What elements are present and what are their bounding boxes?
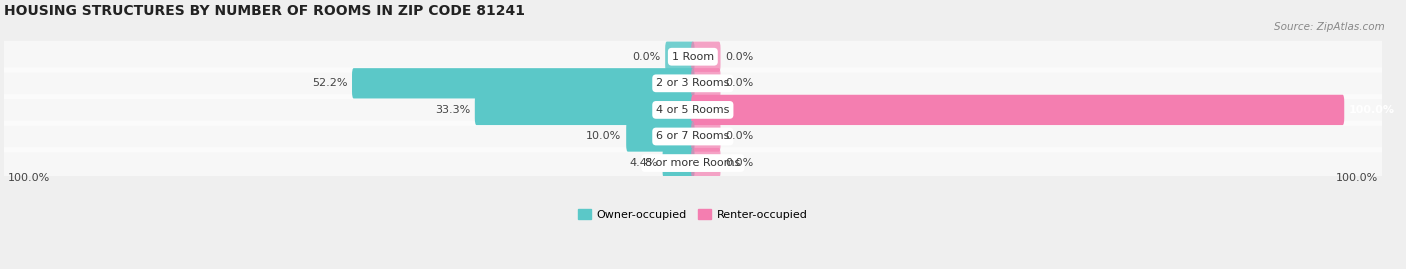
Text: 100.0%: 100.0% — [1336, 173, 1378, 183]
FancyBboxPatch shape — [626, 121, 695, 152]
Text: 0.0%: 0.0% — [633, 52, 661, 62]
FancyBboxPatch shape — [692, 95, 1344, 125]
FancyBboxPatch shape — [352, 68, 695, 98]
Text: 0.0%: 0.0% — [725, 132, 754, 141]
Text: 4 or 5 Rooms: 4 or 5 Rooms — [657, 105, 730, 115]
Text: 0.0%: 0.0% — [725, 52, 754, 62]
FancyBboxPatch shape — [3, 94, 1384, 126]
FancyBboxPatch shape — [692, 148, 720, 178]
Text: 0.0%: 0.0% — [725, 78, 754, 88]
FancyBboxPatch shape — [3, 121, 1384, 153]
Text: 4.4%: 4.4% — [630, 158, 658, 168]
Text: 1 Room: 1 Room — [672, 52, 714, 62]
Text: 6 or 7 Rooms: 6 or 7 Rooms — [657, 132, 730, 141]
Legend: Owner-occupied, Renter-occupied: Owner-occupied, Renter-occupied — [574, 205, 813, 224]
FancyBboxPatch shape — [662, 148, 695, 178]
Text: 10.0%: 10.0% — [586, 132, 621, 141]
Text: 100.0%: 100.0% — [7, 173, 49, 183]
FancyBboxPatch shape — [665, 42, 695, 72]
Text: Source: ZipAtlas.com: Source: ZipAtlas.com — [1274, 22, 1385, 31]
Text: 100.0%: 100.0% — [1348, 105, 1395, 115]
Text: 33.3%: 33.3% — [434, 105, 470, 115]
FancyBboxPatch shape — [692, 121, 720, 152]
FancyBboxPatch shape — [3, 68, 1384, 99]
Text: 0.0%: 0.0% — [725, 158, 754, 168]
FancyBboxPatch shape — [692, 42, 720, 72]
Text: 52.2%: 52.2% — [312, 78, 347, 88]
Text: HOUSING STRUCTURES BY NUMBER OF ROOMS IN ZIP CODE 81241: HOUSING STRUCTURES BY NUMBER OF ROOMS IN… — [4, 4, 526, 18]
FancyBboxPatch shape — [3, 41, 1384, 73]
FancyBboxPatch shape — [692, 68, 720, 98]
FancyBboxPatch shape — [475, 95, 695, 125]
FancyBboxPatch shape — [3, 147, 1384, 179]
Text: 2 or 3 Rooms: 2 or 3 Rooms — [657, 78, 730, 88]
Text: 8 or more Rooms: 8 or more Rooms — [645, 158, 741, 168]
